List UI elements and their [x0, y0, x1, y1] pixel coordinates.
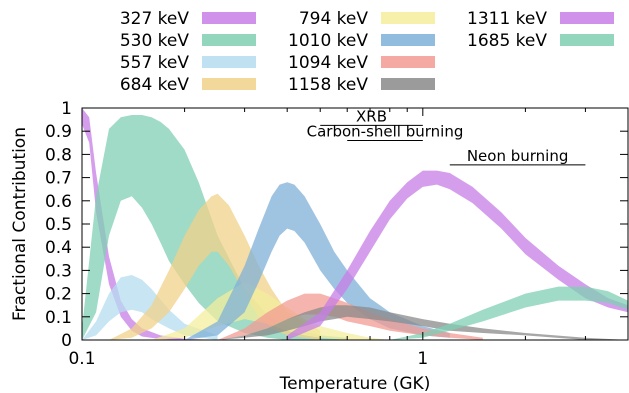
- y-tick-label: 0.7: [45, 169, 72, 189]
- legend-label: 530 keV: [120, 31, 190, 51]
- legend-swatch: [560, 34, 614, 46]
- legend-label: 794 keV: [299, 9, 369, 29]
- legend-label: 327 keV: [120, 9, 190, 29]
- annotation-label: Neon burning: [467, 147, 569, 165]
- legend-label: 557 keV: [120, 53, 190, 73]
- y-tick-label: 0.1: [45, 308, 72, 328]
- band-1010-kev: [184, 182, 450, 340]
- legend-swatch: [381, 34, 435, 46]
- legend-swatch: [202, 12, 256, 24]
- legend-swatch: [202, 78, 256, 90]
- legend-label: 1158 keV: [288, 75, 368, 95]
- legend-label: 1010 keV: [288, 31, 368, 51]
- y-tick-label: 0.2: [45, 285, 72, 305]
- y-tick-label: 0: [61, 331, 72, 351]
- x-axis-label: Temperature (GK): [279, 374, 431, 393]
- y-tick-label: 0.8: [45, 145, 72, 165]
- legend-label: 1311 keV: [467, 9, 547, 29]
- y-tick-label: 0.3: [45, 261, 72, 281]
- y-tick-label: 0.5: [45, 215, 72, 235]
- legend-label: 1685 keV: [467, 31, 547, 51]
- annotation-label: Carbon-shell burning: [307, 122, 464, 140]
- y-tick-label: 0.9: [45, 122, 72, 142]
- y-axis: 0 0.1 0.2 0.3 0.4 0.5 0.6 0.7 0.8 0.9 1: [45, 99, 628, 351]
- x-axis: 0.1 1: [68, 108, 586, 369]
- y-tick-label: 0.4: [45, 238, 72, 258]
- x-tick-label: 0.1: [68, 349, 95, 369]
- y-tick-label: 0.6: [45, 192, 72, 212]
- plot-area: [82, 108, 628, 340]
- legend-label: 684 keV: [120, 75, 190, 95]
- legend-swatch: [202, 56, 256, 68]
- legend-swatch: [202, 34, 256, 46]
- y-axis-label: Fractional Contribution: [10, 127, 30, 321]
- band-1311-kev: [287, 170, 628, 340]
- legend-swatch: [381, 78, 435, 90]
- x-tick-label: 1: [417, 349, 428, 369]
- legend-swatch: [381, 12, 435, 24]
- legend-swatch: [560, 12, 614, 24]
- legend-swatch: [381, 56, 435, 68]
- legend-label: 1094 keV: [288, 53, 368, 73]
- y-tick-label: 1: [61, 99, 72, 119]
- band-1685-kev: [389, 286, 628, 340]
- annotation-label: XRB: [356, 107, 387, 125]
